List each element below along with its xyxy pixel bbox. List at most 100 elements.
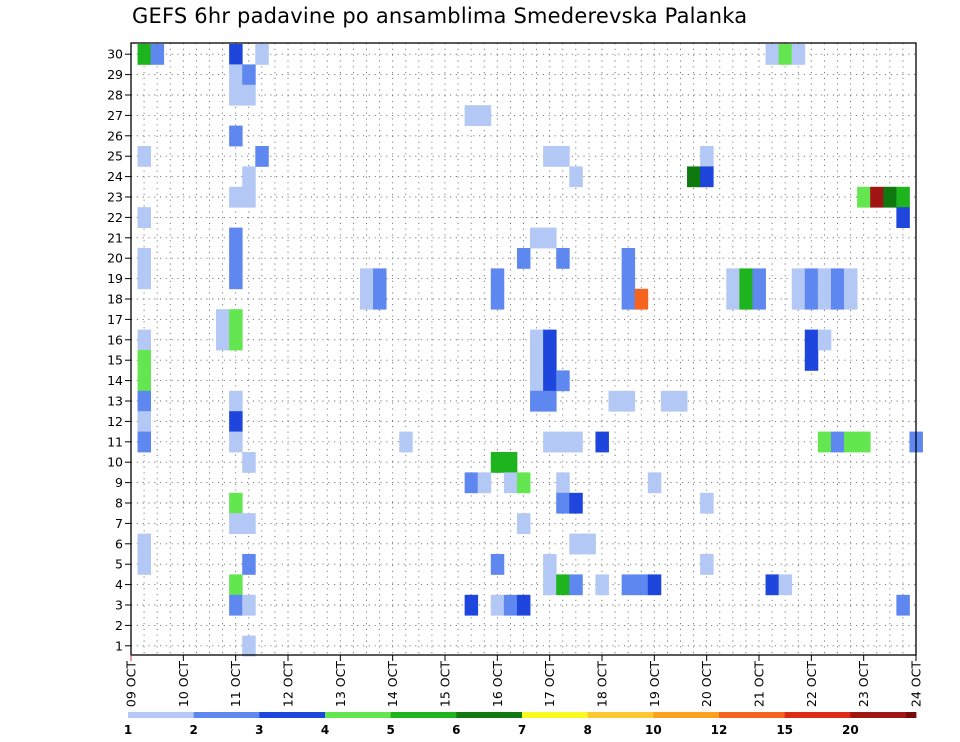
- y-tick-label: 3: [115, 598, 123, 613]
- precip-cell: [399, 431, 413, 453]
- y-tick-label: 25: [107, 149, 123, 164]
- y-tick-label: 6: [115, 536, 123, 551]
- precip-cell: [830, 431, 845, 453]
- y-tick-label: 20: [107, 251, 123, 266]
- precip-cell: [137, 329, 152, 351]
- legend-label: 4: [321, 723, 329, 737]
- y-tick-label: 30: [107, 47, 123, 62]
- precip-cell: [804, 350, 819, 371]
- y-tick-label: 16: [107, 332, 123, 347]
- legend-label: 15: [776, 723, 793, 737]
- precip-cell: [634, 288, 649, 310]
- precip-cell: [464, 472, 479, 494]
- precip-cell: [569, 574, 583, 596]
- precip-cell: [621, 390, 636, 412]
- precip-cell: [556, 431, 570, 453]
- precip-cell: [150, 44, 165, 65]
- y-tick-label: 4: [115, 577, 123, 592]
- x-tick-label: 13 OCT: [333, 661, 348, 707]
- precip-cell: [229, 64, 243, 86]
- precip-cell: [137, 431, 152, 453]
- precip-cell: [503, 452, 518, 473]
- precip-cell: [621, 288, 636, 310]
- y-tick-label: 5: [115, 557, 123, 572]
- precip-cell: [137, 44, 152, 65]
- legend-label: 7: [518, 723, 526, 737]
- precip-cell: [516, 594, 531, 616]
- y-tick-label: 11: [107, 434, 123, 449]
- axis-ticks-and-labels: 1234567891011121314151617181920212223242…: [107, 47, 923, 707]
- precip-cell: [543, 390, 557, 412]
- precip-cell: [896, 186, 910, 208]
- precip-cell: [255, 44, 269, 65]
- precip-cell: [791, 44, 806, 65]
- legend-label: 2: [189, 723, 197, 737]
- precip-cell: [595, 574, 609, 596]
- precip-cell: [216, 329, 230, 351]
- precip-cell: [752, 268, 766, 290]
- precip-cell: [896, 594, 910, 616]
- precip-cell: [700, 146, 714, 167]
- legend-swatch: [719, 712, 785, 718]
- precip-cell: [634, 574, 649, 596]
- precip-cell: [242, 554, 256, 575]
- y-tick-label: 22: [107, 210, 123, 225]
- precip-cell: [229, 44, 243, 65]
- x-tick-label: 16 OCT: [490, 661, 505, 707]
- precip-cell: [229, 84, 243, 106]
- x-tick-label: 17 OCT: [542, 661, 557, 707]
- precip-cell: [229, 390, 243, 412]
- precip-cell: [621, 268, 636, 290]
- precip-cell: [765, 44, 780, 65]
- x-tick-label: 12 OCT: [281, 661, 296, 707]
- precip-cell: [569, 533, 583, 555]
- precip-cell: [137, 268, 152, 290]
- precip-cell: [490, 288, 505, 310]
- y-tick-label: 26: [107, 128, 123, 143]
- legend-label: 3: [255, 723, 263, 737]
- precip-cell: [242, 452, 256, 473]
- precip-cell: [844, 288, 858, 310]
- precip-cell: [817, 268, 832, 290]
- precip-cell: [687, 166, 701, 188]
- x-tick-label: 11 OCT: [228, 661, 243, 707]
- precip-cell: [242, 64, 256, 86]
- x-tick-label: 15 OCT: [438, 661, 453, 707]
- precip-cell: [621, 574, 636, 596]
- precip-cell: [530, 350, 544, 371]
- y-tick-label: 7: [115, 516, 123, 531]
- y-tick-label: 29: [107, 67, 123, 82]
- precip-cell: [373, 268, 387, 290]
- precip-cell: [242, 186, 256, 208]
- precip-cell: [530, 227, 544, 249]
- x-tick-label: 21 OCT: [752, 661, 767, 707]
- y-tick-label: 28: [107, 88, 123, 103]
- precip-cell: [765, 574, 780, 596]
- precip-cell: [739, 268, 753, 290]
- precip-cell: [464, 105, 479, 126]
- chart-title: GEFS 6hr padavine po ansamblima Smederev…: [132, 4, 748, 28]
- precip-cell: [490, 268, 505, 290]
- y-tick-label: 8: [115, 496, 123, 511]
- precip-cell: [503, 594, 518, 616]
- x-tick-label: 09 OCT: [124, 661, 139, 707]
- precip-cell: [229, 594, 243, 616]
- y-tick-label: 19: [107, 271, 123, 286]
- precip-cell: [490, 554, 505, 575]
- precip-cell: [477, 472, 492, 494]
- precip-cell: [543, 227, 557, 249]
- precip-cell: [543, 554, 557, 575]
- precip-cell: [137, 390, 152, 412]
- precip-cell: [700, 492, 714, 514]
- precip-cell: [804, 288, 819, 310]
- precip-cell: [242, 513, 256, 534]
- precip-cell: [229, 411, 243, 432]
- y-tick-label: 10: [107, 455, 123, 470]
- precip-cell: [883, 186, 897, 208]
- legend-swatch: [653, 712, 720, 718]
- precip-cell: [516, 513, 531, 534]
- y-tick-label: 14: [107, 373, 123, 388]
- legend-swatch: [906, 712, 917, 718]
- precip-cell: [830, 268, 845, 290]
- y-tick-label: 13: [107, 394, 123, 409]
